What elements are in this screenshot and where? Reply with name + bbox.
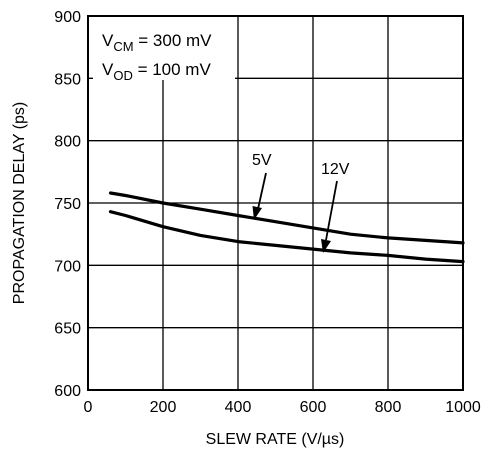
conditions-background [93, 16, 235, 80]
series-label-5v: 5V [252, 152, 272, 169]
series-curves [108, 191, 465, 264]
condition-vcm-subscript: CM [113, 39, 133, 54]
condition-vod-symbol: V [102, 60, 114, 79]
condition-vcm: VCM = 300 mV [102, 31, 212, 54]
arrow-head-5v [252, 206, 262, 220]
y-tick-label-900: 900 [54, 9, 81, 26]
x-tick-label-200: 200 [150, 399, 177, 416]
y-tick-label-600: 600 [54, 383, 81, 400]
plot-border [87, 15, 464, 391]
x-axis-title: SLEW RATE (V/µs) [206, 431, 345, 448]
y-tick-label-700: 700 [54, 258, 81, 275]
condition-vod-value: = 100 mV [133, 60, 212, 79]
y-axis-title: PROPAGATION DELAY (ps) [11, 102, 28, 304]
y-tick-label-850: 850 [54, 71, 81, 88]
x-tick-label-400: 400 [225, 399, 252, 416]
series-label-12v: 12V [321, 161, 350, 178]
x-tick-label-800: 800 [375, 399, 402, 416]
arrow-head-12v [321, 239, 331, 253]
y-tick-label-650: 650 [54, 321, 81, 338]
plot-frame [87, 15, 464, 391]
x-tick-label-0: 0 [84, 399, 93, 416]
x-tick-label-1000: 1000 [445, 399, 481, 416]
grid [88, 16, 463, 390]
condition-vod: VOD = 100 mV [102, 60, 211, 83]
condition-vcm-value: = 300 mV [134, 31, 213, 50]
series-line-12v [108, 210, 465, 264]
arrow-12v [325, 180, 338, 241]
y-tick-label-750: 750 [54, 196, 81, 213]
series-annotations: 5V 12V [252, 152, 350, 253]
x-tick-label-600: 600 [300, 399, 327, 416]
y-tick-label-800: 800 [54, 134, 81, 151]
condition-vod-subscript: OD [113, 68, 133, 83]
tick-labels: 600 650 700 750 800 850 900 0 200 400 600 800 1000 [54, 9, 481, 416]
series-line-5v [108, 191, 465, 245]
condition-vcm-symbol: V [102, 31, 114, 50]
arrow-5v [257, 172, 267, 210]
conditions-box: VCM = 300 mV VOD = 100 mV [93, 16, 235, 83]
